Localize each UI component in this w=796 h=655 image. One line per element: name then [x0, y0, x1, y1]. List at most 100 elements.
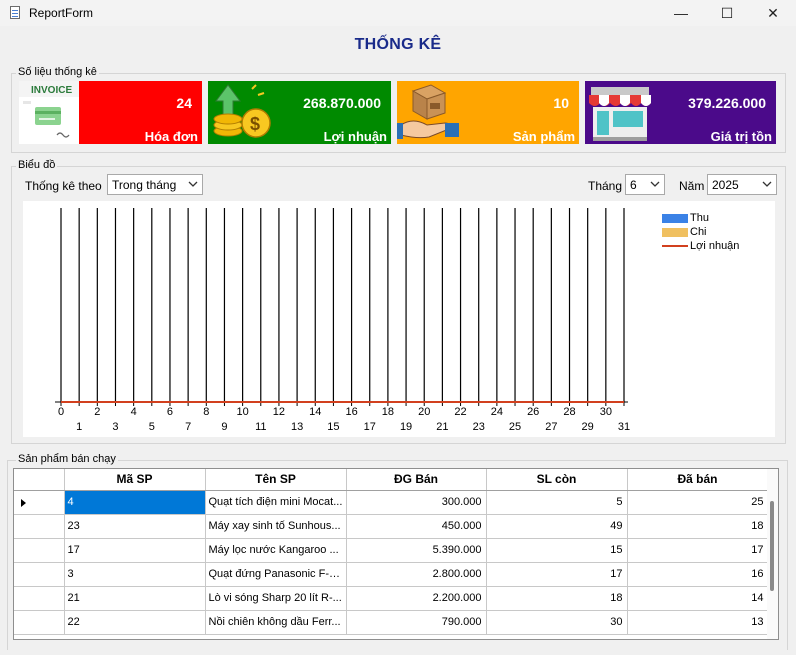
legend-label-loi-nhuan: Lợi nhuận: [690, 240, 740, 252]
cell-sl-con[interactable]: 15: [486, 538, 628, 563]
column-header-ma-sp[interactable]: Mã SP: [64, 469, 206, 491]
row-header[interactable]: [14, 514, 65, 539]
chart-tick-label: 3: [112, 421, 118, 433]
cell-ten-sp[interactable]: Nồi chiên không dầu Ferr...: [205, 610, 347, 635]
year-select-value: 2025: [712, 178, 739, 192]
minimize-icon: —: [674, 5, 688, 21]
chart-tick-label: 7: [185, 421, 191, 433]
table-row[interactable]: 17 Máy lọc nước Kangaroo ... 5.390.000 15 17: [14, 538, 769, 563]
cell-ten-sp[interactable]: Máy lọc nước Kangaroo ...: [205, 538, 347, 563]
cell-da-ban[interactable]: 18: [627, 514, 769, 539]
table-row[interactable]: 23 Máy xay sinh tố Sunhous... 450.000 49 18: [14, 514, 769, 539]
chart-tick-label: 22: [454, 406, 466, 418]
legend-item-thu: Thu: [662, 211, 739, 225]
table-row[interactable]: 22 Nồi chiên không dầu Ferr... 790.000 30 13: [14, 610, 769, 635]
filter-label: Thống kê theo: [25, 179, 102, 193]
cell-ten-sp[interactable]: Máy xay sinh tố Sunhous...: [205, 514, 347, 539]
chart-tick-label: 2: [94, 406, 100, 418]
chart-tick-label: 5: [149, 421, 155, 433]
cell-dg-ban[interactable]: 790.000: [346, 610, 487, 635]
cell-sl-con[interactable]: 5: [486, 490, 628, 515]
product-count: 10: [553, 95, 569, 111]
chart-tick-label: 6: [167, 406, 173, 418]
cell-da-ban[interactable]: 14: [627, 586, 769, 611]
chart-tick-label: 10: [236, 406, 248, 418]
cell-ten-sp[interactable]: Quạt đứng Panasonic F-4...: [205, 562, 347, 587]
store-icon: [585, 81, 655, 144]
cell-dg-ban[interactable]: 450.000: [346, 514, 487, 539]
profit-value: 268.870.000: [303, 95, 381, 111]
cell-dg-ban[interactable]: 300.000: [346, 490, 487, 515]
filter-select[interactable]: Trong tháng: [107, 174, 203, 195]
cell-ma-sp[interactable]: 22: [64, 610, 206, 635]
cell-dg-ban[interactable]: 2.200.000: [346, 586, 487, 611]
profit-label: Lợi nhuận: [323, 129, 387, 144]
chart-legend: Thu Chi Lợi nhuận: [662, 211, 739, 253]
chevron-down-icon: [762, 181, 772, 187]
cell-dg-ban[interactable]: 2.800.000: [346, 562, 487, 587]
chart-tick-label: 24: [491, 406, 503, 418]
column-header-ten-sp[interactable]: Tên SP: [205, 469, 347, 491]
stats-group: [11, 73, 786, 153]
column-header-da-ban[interactable]: Đã bán: [627, 469, 769, 491]
best-sellers-group: [7, 460, 788, 650]
row-header[interactable]: [14, 610, 65, 635]
row-header[interactable]: [14, 586, 65, 611]
chart-tick-label: 25: [509, 421, 521, 433]
invoice-icon: INVOICE: [19, 81, 79, 144]
revenue-chart-svg: 0123456789101112131415161718192021222324…: [55, 208, 630, 433]
cell-da-ban[interactable]: 16: [627, 562, 769, 587]
column-header-sl-con[interactable]: SL còn: [486, 469, 628, 491]
chart-tick-label: 16: [345, 406, 357, 418]
year-select[interactable]: 2025: [707, 174, 777, 195]
cell-sl-con[interactable]: 30: [486, 610, 628, 635]
table-row[interactable]: 21 Lò vi sóng Sharp 20 lít R-... 2.200.000…: [14, 586, 769, 611]
cell-ten-sp[interactable]: Quạt tích điện mini Mocat...: [205, 490, 347, 515]
cell-ma-sp[interactable]: 3: [64, 562, 206, 587]
row-header[interactable]: [14, 538, 65, 563]
chart-tick-label: 9: [221, 421, 227, 433]
chart-tick-label: 17: [364, 421, 376, 433]
cell-da-ban[interactable]: 13: [627, 610, 769, 635]
row-header[interactable]: [14, 490, 65, 515]
window-titlebar: ReportForm — ☐ ✕: [0, 0, 796, 26]
close-button[interactable]: ✕: [750, 0, 796, 26]
month-label: Tháng: [588, 179, 623, 193]
chart-tick-label: 27: [545, 421, 557, 433]
cell-ma-sp[interactable]: 4: [64, 490, 206, 515]
cell-ma-sp[interactable]: 23: [64, 514, 206, 539]
month-select[interactable]: 6: [625, 174, 665, 195]
chart-group: [11, 166, 786, 444]
revenue-chart: 0 1 2 3 4 5 6 7 8 9 10 11 12 13 14 15 16 17 18 19 20 21 22 23 24…: [23, 201, 775, 437]
minimize-button[interactable]: —: [658, 0, 704, 26]
cell-da-ban[interactable]: 17: [627, 538, 769, 563]
table-row[interactable]: 4 Quạt tích điện mini Mocat... 300.000 5 25: [14, 490, 769, 515]
column-header-dg-ban[interactable]: ĐG Bán: [346, 469, 487, 491]
cell-sl-con[interactable]: 17: [486, 562, 628, 587]
cell-sl-con[interactable]: 18: [486, 586, 628, 611]
cell-da-ban[interactable]: 25: [627, 490, 769, 515]
cell-ten-sp[interactable]: Lò vi sóng Sharp 20 lít R-...: [205, 586, 347, 611]
legend-swatch-loi-nhuan: [662, 245, 688, 247]
stat-card-profit: $ 268.870.000 Lợi nhuận: [208, 81, 391, 144]
grid-vertical-scrollbar[interactable]: [767, 469, 778, 639]
best-sellers-group-label: Sản phẩm bán chạy: [16, 453, 118, 465]
best-sellers-grid[interactable]: Mã SP Tên SP ĐG Bán SL còn Đã bán 4 Quạt …: [13, 468, 779, 640]
stat-card-products: 10 Sản phẩm: [397, 81, 579, 144]
invoice-icon-text: INVOICE: [31, 85, 72, 96]
chart-tick-label: 13: [291, 421, 303, 433]
invoice-count: 24: [176, 95, 192, 111]
table-row[interactable]: 3 Quạt đứng Panasonic F-4... 2.800.000 17 16: [14, 562, 769, 587]
chevron-down-icon: [650, 181, 660, 187]
maximize-icon: ☐: [720, 4, 734, 21]
cell-ma-sp[interactable]: 21: [64, 586, 206, 611]
app-form-icon: [8, 6, 22, 20]
cell-sl-con[interactable]: 49: [486, 514, 628, 539]
row-header[interactable]: [14, 562, 65, 587]
grid-scroll-thumb[interactable]: [770, 501, 774, 591]
chart-tick-label: 26: [527, 406, 539, 418]
cell-dg-ban[interactable]: 5.390.000: [346, 538, 487, 563]
cell-ma-sp[interactable]: 17: [64, 538, 206, 563]
maximize-button[interactable]: ☐: [704, 0, 750, 26]
chart-tick-label: 21: [436, 421, 448, 433]
